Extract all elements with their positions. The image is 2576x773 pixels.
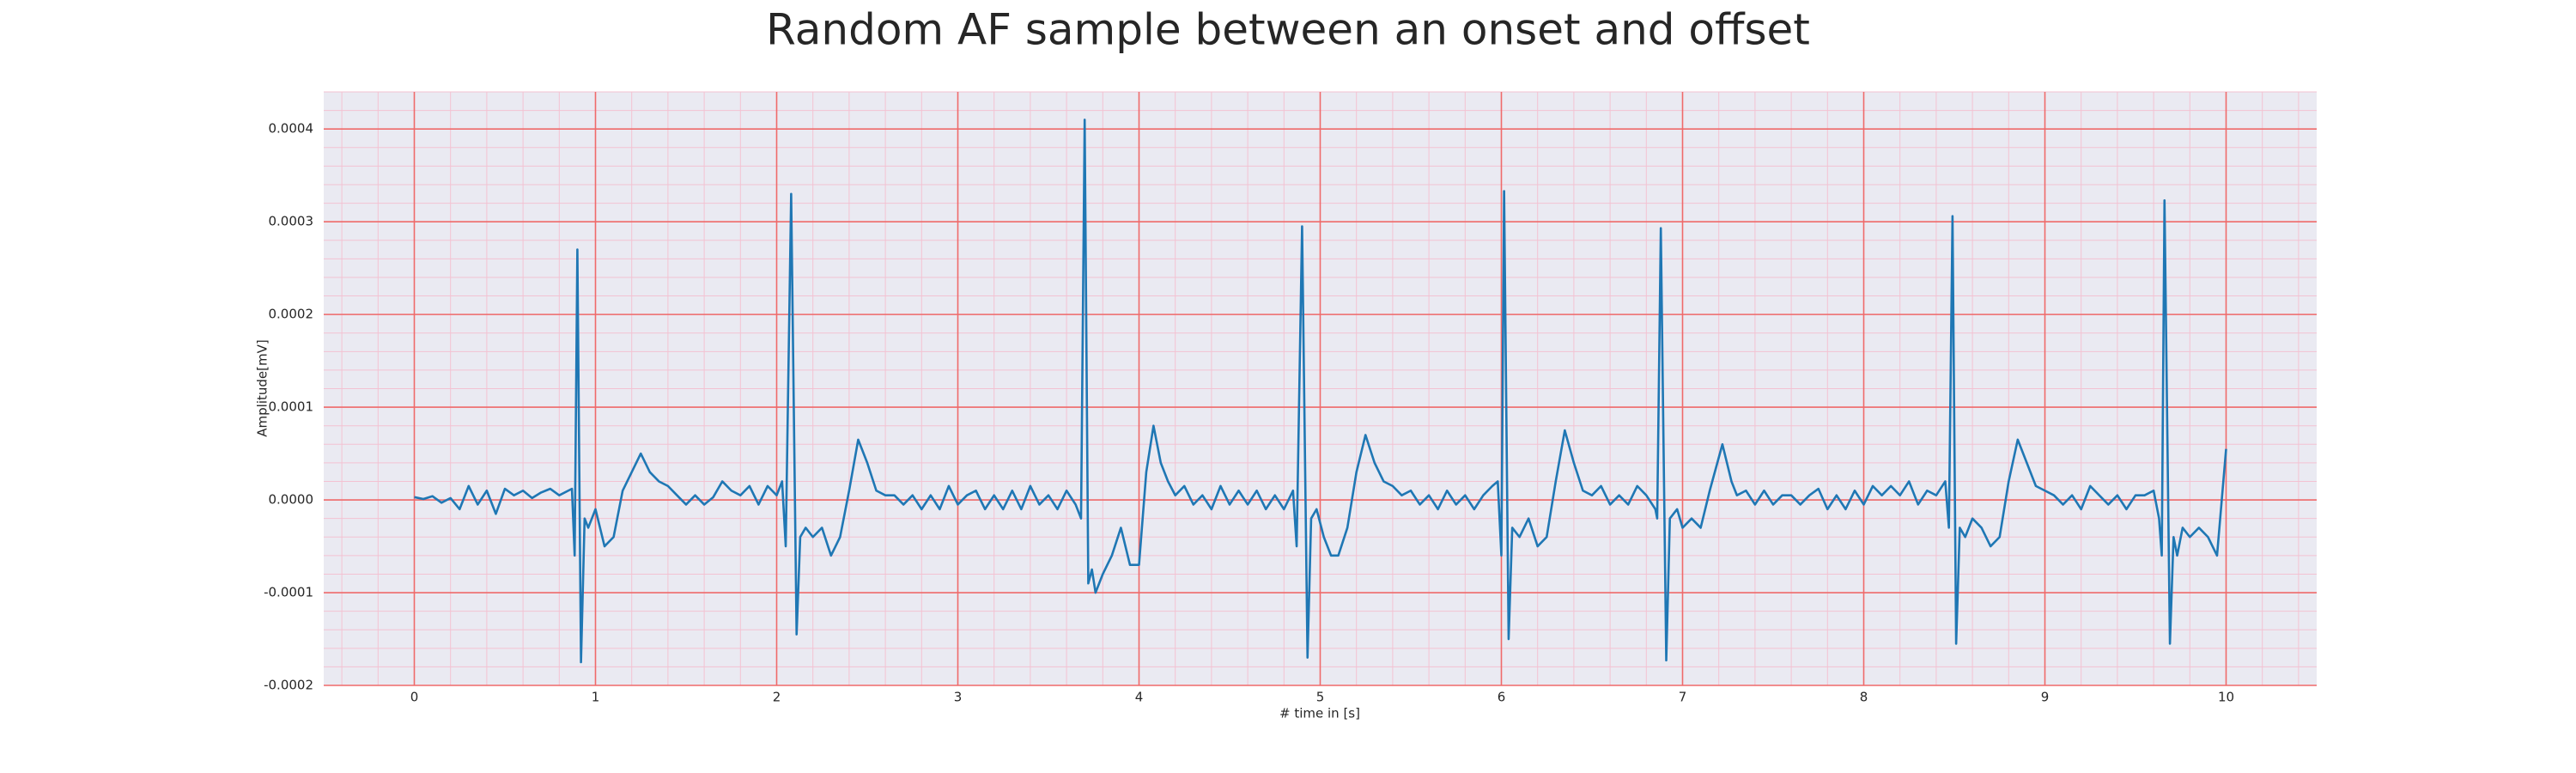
x-tick-label: 0 [410, 690, 419, 705]
x-tick-label: 8 [1860, 690, 1868, 705]
y-axis-label: Amplitude[mV] [255, 339, 270, 436]
x-tick-label: 4 [1135, 690, 1144, 705]
x-tick-label: 5 [1316, 690, 1325, 705]
x-tick-label: 3 [954, 690, 963, 705]
x-tick-label: 6 [1498, 690, 1506, 705]
y-tick-label: 0.0002 [269, 307, 314, 322]
x-tick-label: 7 [1679, 690, 1687, 705]
ecg-line [414, 119, 2227, 664]
y-tick-label: 0.0000 [269, 492, 314, 508]
y-tick-label: -0.0002 [264, 678, 313, 693]
y-tick-label: 0.0001 [269, 399, 314, 415]
x-tick-label: 1 [592, 690, 600, 705]
y-tick-label: -0.0001 [264, 585, 313, 600]
x-tick-label: 2 [773, 690, 781, 705]
chart-title: Random AF sample between an onset and of… [766, 5, 1810, 55]
x-tick-label: 10 [2218, 690, 2234, 705]
y-tick-label: 0.0003 [269, 214, 314, 229]
x-axis-label: # time in [s] [1279, 706, 1360, 721]
y-tick-label: 0.0004 [269, 121, 314, 137]
x-tick-label: 9 [2041, 690, 2050, 705]
